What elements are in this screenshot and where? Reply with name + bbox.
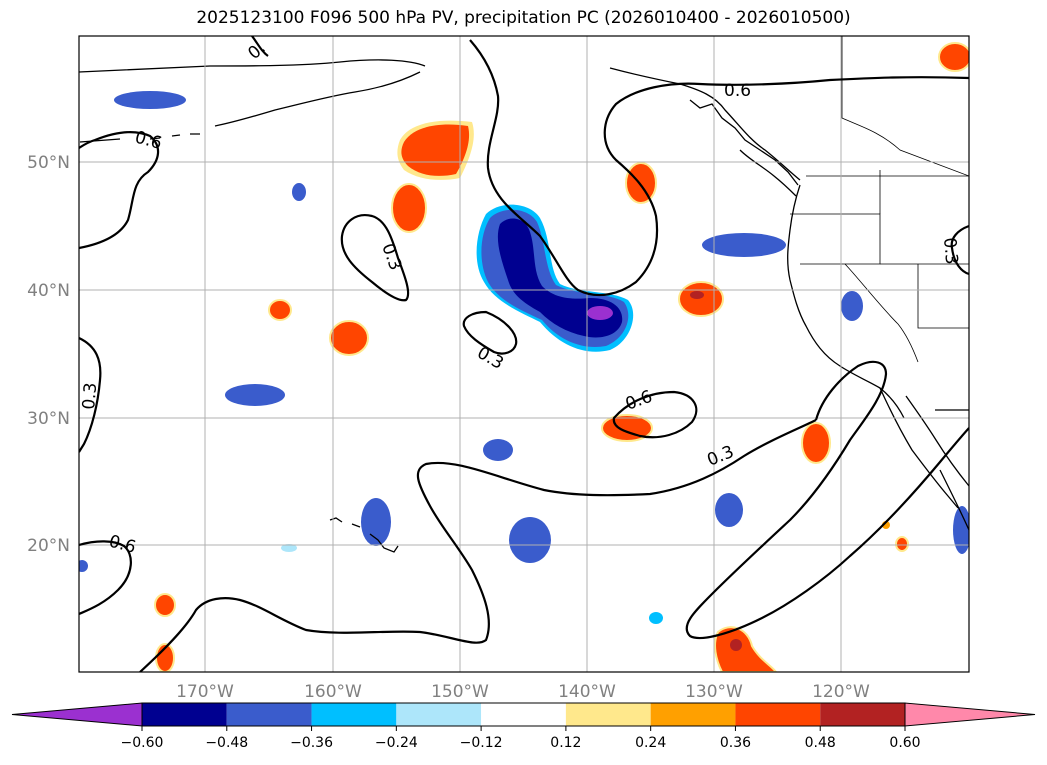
baja-inner: [905, 395, 969, 487]
colorbar-segment: [142, 703, 227, 726]
pv-contour-0.6-top: [251, 36, 269, 57]
colorbar-tick-label: −0.12: [460, 735, 503, 751]
lat-tick-label: 30°N: [27, 409, 70, 429]
colorbar-tick-label: −0.36: [290, 735, 333, 751]
colorbar-extend-min: [11, 702, 143, 727]
colorbar-tick-label: 0.48: [805, 735, 836, 751]
precip-pos-small-2: [329, 320, 369, 356]
contour-label: 0.3: [939, 237, 961, 266]
precip-pos-small-6: [895, 536, 909, 552]
hawaii-islands: [329, 517, 399, 553]
precip-blob-hawaii: [361, 498, 391, 546]
precip-blob-small-3: [715, 493, 743, 527]
mexico-coast: [939, 469, 969, 531]
precip-negative-areas: [79, 91, 969, 624]
precip-blob-north-pacific: [114, 91, 186, 109]
lon-tick-label: 140°W: [558, 682, 616, 702]
precip-blob-central-core: [497, 218, 623, 338]
aleutian-coast: [79, 59, 426, 73]
lat-tick-label: 50°N: [27, 153, 70, 173]
baja-california: [879, 387, 959, 509]
pv-contour-0.3-south-large: [139, 419, 817, 672]
colorbar-tick-label: 0.36: [720, 735, 751, 751]
colorbar-segment: [396, 703, 482, 726]
pv-contour-0.6-south-west: [79, 540, 132, 616]
precip-pos-corner-ne: [938, 42, 969, 72]
pv-contour-0.6-central-south: [612, 390, 698, 439]
pv-contours: [79, 36, 969, 672]
colorbar-segment: [735, 703, 821, 726]
lat-tick-labels: 50°N 40°N 30°N 20°N: [27, 153, 70, 556]
precip-blob-small-6: [79, 560, 88, 572]
coastlines: [79, 59, 969, 553]
map-panel: 0.6 0.6 0.3 0.3 0.3 0.6 0.3 0.6 0.3 0.: [79, 36, 969, 672]
precip-pos-small-4: [678, 281, 724, 317]
lon-tick-label: 120°W: [812, 682, 870, 702]
precip-blob-small-1: [292, 183, 306, 201]
pv-contour-0.3-east: [950, 224, 969, 276]
bc-coast: [689, 99, 799, 186]
lon-tick-label: 150°W: [431, 682, 489, 702]
colorbar-frame: [141, 702, 906, 727]
precip-blob-central-min: [587, 306, 613, 320]
precip-blob-oregon-offshore: [702, 233, 786, 257]
precip-blob-small-5: [281, 544, 297, 552]
lon-tick-label: 130°W: [685, 682, 743, 702]
colorbar: −0.60 −0.48 −0.36 −0.24 −0.12 0.12 0.24 0.36 0.4…: [11, 702, 1036, 751]
contour-label: 0.6: [724, 81, 751, 101]
colorbar-segment: [650, 703, 736, 726]
contour-label: 0.3: [79, 382, 101, 411]
aleutian-islands: [214, 71, 421, 127]
precip-pos-small-3: [625, 162, 657, 204]
colorbar-tick-label: 0.24: [635, 735, 666, 751]
colorbar-tick-label: −0.48: [205, 735, 248, 751]
colorbar-segment: [481, 703, 566, 726]
alaska-panhandle-coast: [609, 67, 801, 181]
colorbar-segment: [820, 703, 905, 726]
precip-blob-mexico-coast: [953, 506, 969, 554]
pv-contour-0.6-north-west: [79, 131, 160, 250]
lat-tick-label: 40°N: [27, 281, 70, 301]
political-borders: [790, 36, 969, 363]
colorbar-segment: [565, 703, 651, 726]
precip-positive-areas: [154, 42, 969, 672]
pv-contour-0.3-west-edge: [79, 337, 102, 453]
pv-contour-0.6-north-center: [469, 39, 969, 297]
precip-pos-small-1: [268, 299, 292, 321]
colorbar-segment: [226, 703, 312, 726]
colorbar-tick-label: −0.60: [121, 735, 164, 751]
precip-blob-small-2: [483, 439, 513, 461]
pv-contour-0.3-north-pacific: [340, 214, 410, 302]
vancouver-island: [739, 149, 797, 197]
lon-tick-label: 170°W: [176, 682, 234, 702]
gridlines: [79, 36, 969, 672]
lat-tick-label: 20°N: [27, 536, 70, 556]
colorbar-tick-label: −0.24: [375, 735, 418, 751]
lon-tick-label: 160°W: [304, 682, 362, 702]
precip-pos-gulf-alaska-south: [391, 183, 427, 233]
chart-title: 2025123100 F096 500 hPa PV, precipitatio…: [196, 8, 851, 28]
precip-pos-baja: [801, 422, 831, 464]
map-frame: [78, 35, 970, 673]
precip-pos-south-1: [154, 593, 176, 617]
precip-blob-south-central: [509, 517, 551, 563]
precip-blob-california: [841, 291, 863, 321]
pv-contour-0.3-southeast: [685, 360, 969, 640]
colorbar-tick-label: 0.60: [889, 735, 920, 751]
precip-blob-hawaii-west: [225, 384, 285, 406]
pv-contour-0.3-central: [462, 310, 518, 355]
lon-tick-labels: 170°W 160°W 150°W 140°W 130°W 120°W: [176, 682, 870, 702]
precip-blob-small-4: [649, 612, 663, 624]
colorbar-extend-max: [904, 702, 1036, 727]
colorbar-tick-label: 0.12: [550, 735, 581, 751]
colorbar-segment: [311, 703, 397, 726]
